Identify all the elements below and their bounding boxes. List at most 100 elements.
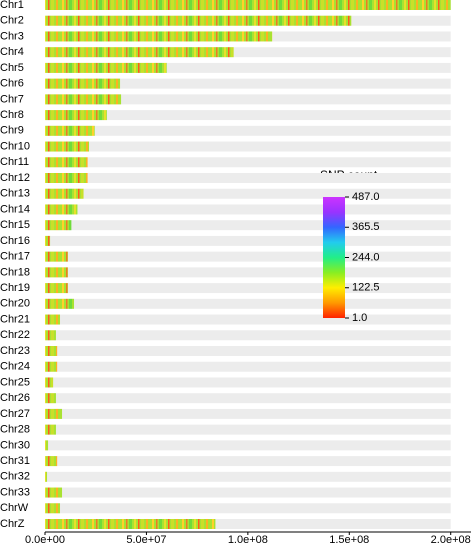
chromosome-bar (45, 204, 78, 215)
chromosome-bar (45, 440, 49, 451)
y-tick-label: Chr21 (0, 313, 30, 325)
chromosome-bar (45, 47, 234, 58)
chromosome-bar (45, 0, 451, 10)
chromosome-bar (45, 346, 58, 356)
y-tick-label: Chr13 (0, 188, 30, 200)
y-tick-label: Chr25 (0, 376, 30, 388)
x-tick-label: 1.5e+08 (329, 534, 369, 544)
chromosome-bar (45, 235, 51, 246)
y-tick-label: ChrW (0, 502, 29, 514)
y-tick-label: Chr31 (0, 455, 30, 467)
y-tick-label: Chr19 (0, 282, 30, 294)
x-tick-label: 2.0e+08 (431, 534, 471, 544)
x-tick-label: 0.0e+00 (25, 534, 65, 544)
track (45, 220, 451, 231)
track (45, 235, 451, 246)
y-tick-label: Chr22 (0, 329, 30, 341)
chromosome-bar (45, 377, 54, 388)
chromosome-bar (45, 314, 61, 325)
track (45, 62, 451, 73)
y-tick-label: Chr33 (0, 486, 30, 498)
y-tick-label: Chr1 (0, 0, 24, 11)
colorbar-tick-label: 244.0 (352, 251, 380, 263)
track (45, 47, 451, 58)
y-tick-label: Chr28 (0, 424, 30, 436)
track (45, 188, 451, 199)
y-tick-label: Chr3 (0, 30, 24, 42)
chromosome-bar (45, 188, 84, 199)
y-tick-label: Chr5 (0, 62, 24, 74)
y-tick-label: Chr6 (0, 78, 24, 90)
y-tick-label: Chr7 (0, 93, 24, 105)
chromosome-bar (45, 519, 216, 529)
x-tick-label: 5.0e+07 (126, 534, 166, 544)
chromosome-bar (45, 141, 90, 152)
chromosome-bar (45, 503, 61, 514)
chromosome-bar (45, 456, 58, 467)
chromosome-bar (45, 157, 88, 168)
chromosome-bar (45, 487, 63, 498)
y-tick-label: Chr8 (0, 109, 24, 121)
track (45, 471, 451, 482)
track (45, 157, 451, 168)
y-tick-label: Chr2 (0, 15, 24, 27)
chromosome-bar (45, 78, 121, 89)
chromosome-bar (45, 31, 273, 42)
track (45, 408, 451, 419)
chromosome-bar (45, 283, 68, 294)
chromosome-bar (45, 471, 48, 482)
y-tick-label: ChrZ (0, 518, 25, 530)
track (45, 173, 451, 183)
track (45, 503, 451, 514)
chromosome-bar (45, 298, 75, 309)
track (45, 204, 451, 215)
chromosome-bar (45, 110, 107, 121)
colorbar (323, 197, 345, 318)
chromosome-bar (45, 408, 63, 419)
track (45, 487, 451, 498)
colorbar-tick-label: 1.0 (352, 312, 367, 324)
track (45, 125, 451, 136)
track (45, 267, 451, 278)
track (45, 377, 451, 388)
chromosome-bar (45, 62, 167, 73)
track (45, 361, 451, 372)
y-tick-label: Chr17 (0, 251, 30, 263)
y-tick-label: Chr32 (0, 471, 30, 483)
track (45, 298, 451, 309)
x-tick-label: 1.0e+08 (228, 534, 268, 544)
chromosome-bar (45, 15, 352, 26)
colorbar-tick-label: 487.0 (352, 191, 380, 203)
track (45, 110, 451, 121)
track (45, 78, 451, 89)
y-tick-label: Chr16 (0, 235, 30, 247)
track (45, 314, 451, 325)
track (45, 393, 451, 404)
track (45, 94, 451, 105)
y-tick-label: Chr11 (0, 156, 29, 168)
track (45, 519, 451, 529)
y-tick-label: Chr4 (0, 46, 24, 58)
colorbar-tick-label: 122.5 (352, 282, 380, 294)
chromosome-bar (45, 125, 95, 136)
chromosome-bar (45, 330, 56, 341)
chromosome-bar (45, 220, 72, 231)
track (45, 456, 451, 467)
y-tick-label: Chr9 (0, 125, 24, 137)
track (45, 330, 451, 341)
chromosome-bar (45, 267, 68, 278)
y-tick-label: Chr24 (0, 361, 30, 373)
y-tick-label: Chr30 (0, 439, 30, 451)
y-tick-label: Chr18 (0, 266, 30, 278)
y-tick-label: Chr23 (0, 345, 30, 357)
y-tick-label: Chr27 (0, 408, 30, 420)
y-tick-label: Chr15 (0, 219, 30, 231)
chromosome-bar (45, 251, 68, 262)
chromosome-bar (45, 361, 58, 372)
track (45, 251, 451, 262)
chromosome-bar (45, 393, 56, 404)
track (45, 141, 451, 152)
y-tick-label: Chr12 (0, 172, 30, 184)
colorbar-tick-label: 365.5 (352, 221, 380, 233)
